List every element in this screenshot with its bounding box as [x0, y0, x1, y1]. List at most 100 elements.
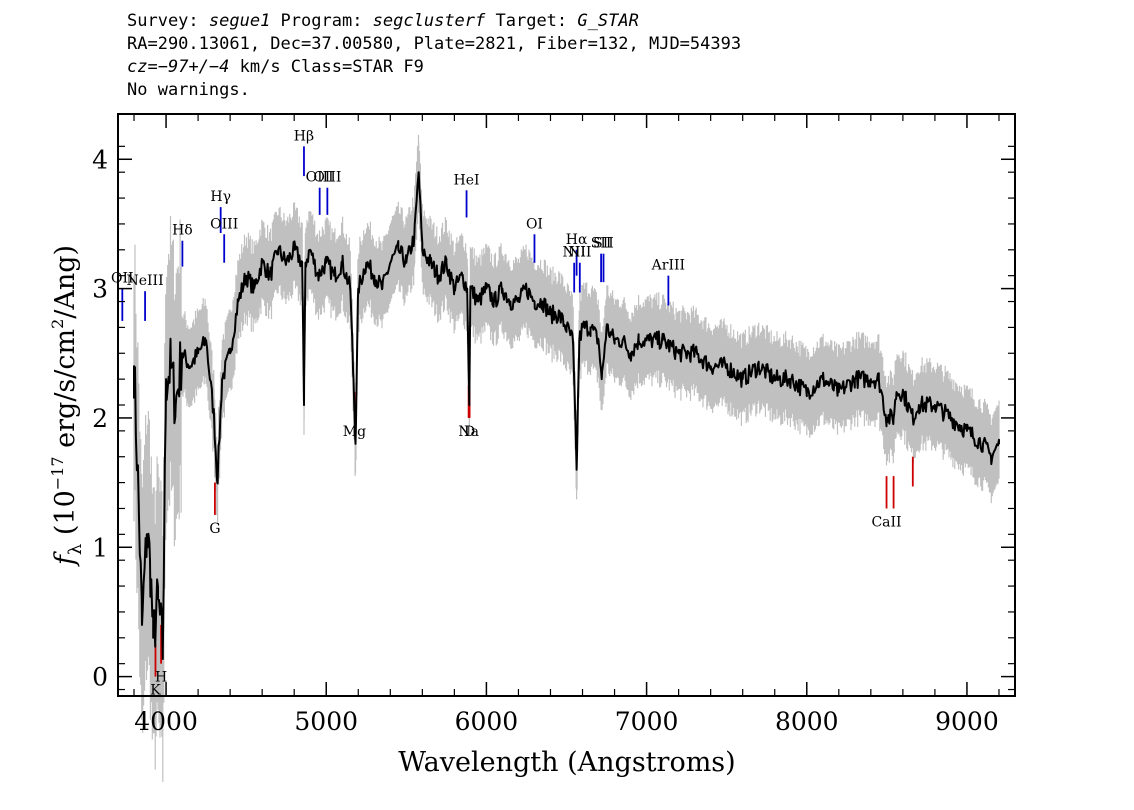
spectrum-point	[854, 378, 856, 380]
spectrum-point	[285, 261, 287, 264]
spectrum-point	[757, 365, 760, 368]
spectrum-point	[133, 365, 135, 368]
x-tick-label: 7000	[615, 707, 679, 736]
x-tick-label: 4000	[134, 707, 198, 736]
spectrum-point	[138, 507, 140, 510]
spectrum-point	[303, 404, 305, 406]
spectrum-point	[253, 287, 255, 290]
spectrum-point	[600, 378, 603, 380]
spectrum-point	[445, 261, 448, 264]
survey-label: Survey:	[127, 11, 209, 31]
spectrum-point	[950, 417, 952, 419]
line-label: G	[209, 521, 220, 537]
spectrum-point	[352, 378, 355, 380]
spectrum-point	[437, 274, 440, 277]
y-axis-exponent-2: 2	[48, 319, 67, 329]
x-tick-label: 6000	[455, 707, 519, 736]
spectrum-point	[421, 249, 424, 251]
line-label: SII	[593, 236, 614, 252]
spectrum-point	[485, 287, 488, 290]
x-tick-label: 9000	[935, 707, 999, 736]
y-axis-subscript: λ	[65, 544, 86, 555]
spectrum-point	[645, 339, 648, 342]
spectrum-point	[325, 261, 328, 264]
spectrum-point	[333, 274, 336, 277]
line-label: OIII	[313, 170, 341, 186]
spectrum-point	[466, 287, 468, 290]
spectrum-point	[493, 300, 496, 303]
spectrum-point	[245, 274, 247, 277]
line-label: D	[464, 424, 475, 440]
line-label: NII	[563, 245, 586, 261]
spectrum-point	[621, 339, 624, 342]
y-axis-title: fλ (10−17 erg/s/cm2/Ang)	[48, 245, 86, 567]
spectrum-point	[381, 287, 384, 290]
line-label: Hδ	[172, 223, 193, 239]
line-label: Na	[458, 424, 479, 440]
spectrum-point	[557, 313, 560, 316]
spectrum-point	[221, 378, 223, 380]
spectrum-point	[261, 261, 263, 264]
spectrum-point	[205, 339, 207, 342]
y-axis-end: /Ang)	[50, 245, 81, 319]
spectrum-point	[141, 624, 143, 626]
spectrum-point	[341, 261, 344, 264]
header-line-redshift: cz=−97+/−4 km/s Class=STAR F9	[127, 56, 741, 79]
line-label: CaII	[871, 514, 901, 530]
spectrum-point	[677, 352, 680, 355]
spectrum-point	[469, 287, 472, 290]
y-tick-label: 3	[92, 275, 108, 304]
spectrum-point	[405, 261, 408, 264]
spectrum-point	[637, 339, 640, 342]
cz-class: km/s Class=STAR F9	[229, 57, 424, 77]
spectrum-point	[197, 352, 199, 355]
spectrum-point	[741, 378, 744, 380]
line-label: Hα	[566, 232, 588, 248]
line-label: Hβ	[294, 128, 314, 144]
spectrum-point	[838, 391, 840, 393]
line-label: Mg	[343, 424, 366, 440]
program-label: Program:	[270, 11, 373, 31]
spectrum-point	[146, 533, 148, 536]
spectrum-point	[892, 417, 895, 419]
spectrum-point	[581, 326, 584, 329]
spectrum-point	[773, 378, 776, 380]
spectrum-point	[982, 443, 984, 445]
line-label: ArIII	[651, 258, 685, 274]
spectrum-point	[597, 339, 600, 342]
spectrum-point	[821, 378, 824, 380]
spectrum-point	[998, 443, 1000, 445]
spectrum-point	[317, 274, 320, 277]
spectrum-point	[165, 378, 167, 380]
spectrum-point	[477, 300, 480, 303]
spectrum-point	[549, 313, 552, 316]
spectrum-point	[468, 404, 471, 406]
spectrum-point	[517, 300, 520, 303]
spectrum-point	[661, 339, 664, 342]
spectrum-point	[870, 378, 872, 380]
spectrum-line	[133, 171, 1000, 660]
spectrum-point	[578, 339, 581, 342]
spectrum-point	[918, 404, 920, 406]
spectrum-point	[525, 287, 528, 290]
spectrum-point	[501, 287, 504, 290]
x-tick-label: 5000	[294, 707, 358, 736]
line-label: OIII	[306, 170, 334, 186]
spectrum-point	[269, 274, 271, 277]
spectrum-point	[174, 404, 177, 406]
cz-label: cz	[127, 57, 148, 77]
spectrum-point	[789, 378, 792, 380]
line-label: NeIII	[126, 273, 163, 289]
axis-ticks	[118, 114, 1015, 696]
spectrum-point	[373, 274, 376, 277]
line-label: OIII	[210, 216, 238, 232]
spectrum-point	[213, 417, 215, 419]
y-axis-units: erg/s/cm	[50, 329, 81, 457]
y-axis-symbol: f	[50, 551, 81, 567]
spectrum-point	[181, 352, 183, 355]
header-line-target: Survey: segue1 Program: segclusterf Targ…	[127, 10, 741, 33]
x-axis-title: Wavelength (Angstroms)	[398, 747, 735, 778]
line-label: SII	[591, 236, 612, 252]
